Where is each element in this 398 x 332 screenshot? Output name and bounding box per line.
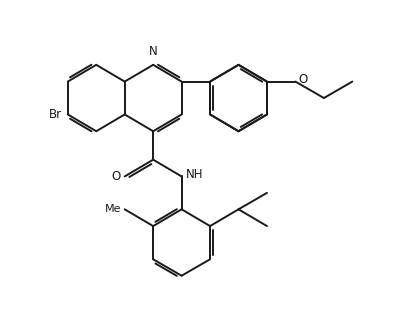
Text: Br: Br	[49, 108, 62, 121]
Text: Me: Me	[105, 204, 121, 214]
Text: O: O	[112, 170, 121, 183]
Text: O: O	[298, 73, 308, 87]
Text: N: N	[149, 45, 158, 58]
Text: NH: NH	[185, 168, 203, 181]
